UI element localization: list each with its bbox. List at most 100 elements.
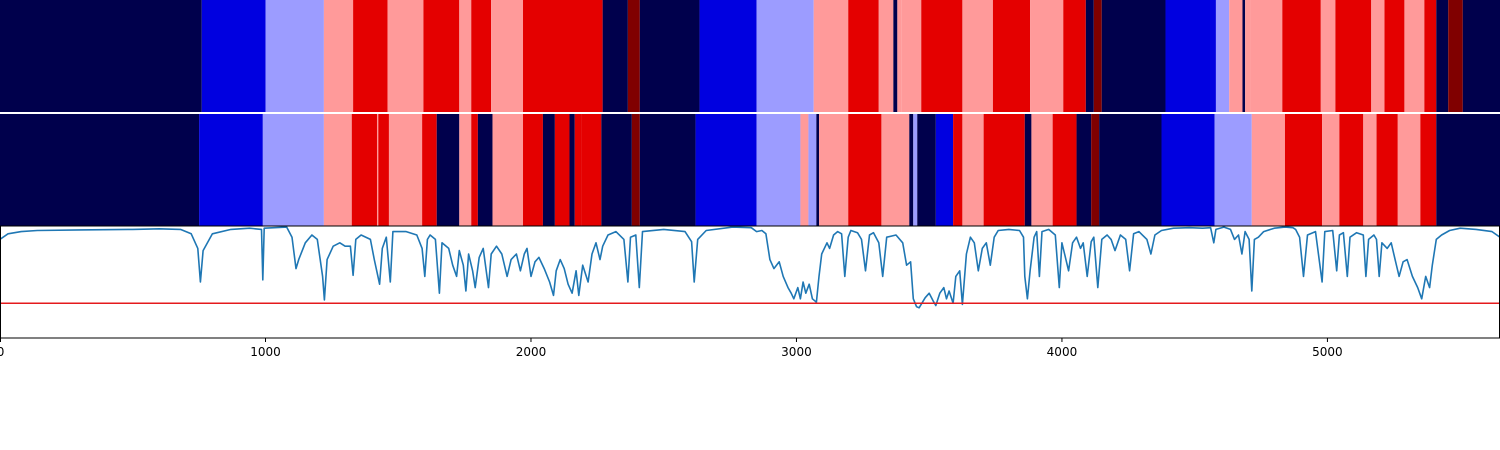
strip-2-segment-50 — [1363, 114, 1377, 226]
strip-1-segment-19 — [893, 0, 898, 112]
strip-2-segment-36 — [962, 114, 984, 226]
strip-2-segment-51 — [1376, 114, 1398, 226]
strip-2-segment-32 — [913, 114, 918, 226]
strip-2-segment-48 — [1322, 114, 1340, 226]
strip-2-segment-1 — [199, 114, 263, 226]
strip-2-segment-54 — [1436, 114, 1500, 226]
strip-2-segment-23 — [695, 114, 757, 226]
strip-2-segment-43 — [1099, 114, 1162, 226]
strip-2-segment-45 — [1214, 114, 1252, 226]
strip-1-segment-41 — [1404, 0, 1425, 112]
strip-2-segment-21 — [631, 114, 640, 226]
strip-1-segment-16 — [813, 0, 849, 112]
strip-1-segment-43 — [1436, 0, 1449, 112]
strip-1-segment-0 — [0, 0, 202, 112]
strip-1-segment-30 — [1165, 0, 1216, 112]
strip-1-segment-42 — [1424, 0, 1437, 112]
strip-1-segment-14 — [699, 0, 757, 112]
strip-2-segment-4 — [351, 114, 377, 226]
strip-2-segment-9 — [436, 114, 460, 226]
plot-background — [0, 226, 1500, 338]
strip-2-segment-53 — [1420, 114, 1437, 226]
strip-2-segment-52 — [1397, 114, 1421, 226]
strip-2-segment-29 — [848, 114, 882, 226]
heatmap-strip-1 — [0, 0, 1500, 112]
strip-1-segment-39 — [1371, 0, 1385, 112]
strip-1-segment-36 — [1282, 0, 1321, 112]
strip-2-segment-27 — [816, 114, 820, 226]
strip-1-segment-40 — [1384, 0, 1405, 112]
strip-2-segment-2 — [262, 114, 324, 226]
strip-2-segment-33 — [917, 114, 936, 226]
series-line-0 — [0, 226, 1500, 309]
strip-2-segment-20 — [601, 114, 632, 226]
strip-1-segment-1 — [201, 0, 266, 112]
strip-2-segment-18 — [574, 114, 582, 226]
strip-1-segment-34 — [1245, 0, 1251, 112]
strip-1-segment-21 — [901, 0, 922, 112]
strip-1-segment-45 — [1462, 0, 1500, 112]
strip-2-segment-35 — [953, 114, 963, 226]
strip-2-segment-31 — [909, 114, 914, 226]
strip-2-segment-14 — [523, 114, 543, 226]
strip-1-segment-5 — [387, 0, 424, 112]
strip-1-segment-28 — [1093, 0, 1102, 112]
strip-2-segment-6 — [378, 114, 389, 226]
strip-1-segment-17 — [848, 0, 879, 112]
x-tick-label-3: 3000 — [781, 345, 812, 359]
strip-2-segment-15 — [542, 114, 555, 226]
x-tick-label-1: 1000 — [250, 345, 281, 359]
strip-2-segment-7 — [388, 114, 423, 226]
strip-1-segment-23 — [962, 0, 993, 112]
strip-1-segment-44 — [1448, 0, 1463, 112]
strip-2-segment-19 — [581, 114, 602, 226]
strip-1-segment-37 — [1320, 0, 1336, 112]
strip-1-segment-7 — [459, 0, 472, 112]
strip-2-segment-26 — [808, 114, 817, 226]
strip-2-segment-11 — [471, 114, 478, 226]
strip-1-segment-29 — [1101, 0, 1166, 112]
strip-1-segment-12 — [627, 0, 640, 112]
strip-2-segment-22 — [639, 114, 696, 226]
strip-1-segment-25 — [1030, 0, 1064, 112]
strip-2-segment-13 — [492, 114, 524, 226]
x-tick-label-2: 2000 — [516, 345, 547, 359]
strip-2-segment-42 — [1091, 114, 1100, 226]
strip-2-segment-12 — [477, 114, 493, 226]
x-tick-label-0: 0 — [0, 345, 4, 359]
strip-1-segment-26 — [1063, 0, 1086, 112]
strip-2-segment-8 — [422, 114, 437, 226]
strip-2-segment-5 — [376, 114, 379, 226]
strip-2-segment-34 — [935, 114, 954, 226]
strip-1-segment-33 — [1242, 0, 1246, 112]
strip-1-segment-20 — [897, 0, 902, 112]
strip-1-segment-13 — [639, 0, 700, 112]
strip-1-segment-10 — [523, 0, 603, 112]
strip-2-segment-24 — [756, 114, 801, 226]
strip-1-segment-15 — [756, 0, 814, 112]
strip-2-segment-38 — [1024, 114, 1032, 226]
strip-2-segment-17 — [569, 114, 575, 226]
strip-2-segment-3 — [323, 114, 352, 226]
strip-2-segment-10 — [459, 114, 472, 226]
x-axis-ticks: 0 1000 2000 3000 4000 5000 — [0, 338, 1343, 359]
strip-2-segment-41 — [1076, 114, 1092, 226]
strip-1-segment-6 — [423, 0, 460, 112]
series-layer — [0, 226, 1500, 309]
strip-1-segment-11 — [602, 0, 628, 112]
strip-1-segment-24 — [992, 0, 1031, 112]
strip-1-segment-31 — [1215, 0, 1230, 112]
strip-2-segment-16 — [554, 114, 570, 226]
strip-1-segment-32 — [1229, 0, 1243, 112]
strip-1-segment-27 — [1085, 0, 1094, 112]
strip-2-segment-28 — [819, 114, 849, 226]
strip-2-segment-30 — [881, 114, 910, 226]
strip-1-segment-18 — [878, 0, 894, 112]
line-chart-panel: 0 1000 2000 3000 4000 5000 — [0, 225, 1500, 359]
heatmap-strip-2 — [0, 114, 1500, 226]
strip-2-segment-0 — [0, 114, 200, 226]
strip-2-segment-39 — [1031, 114, 1053, 226]
strip-1-segment-9 — [491, 0, 524, 112]
strip-2-segment-49 — [1339, 114, 1364, 226]
